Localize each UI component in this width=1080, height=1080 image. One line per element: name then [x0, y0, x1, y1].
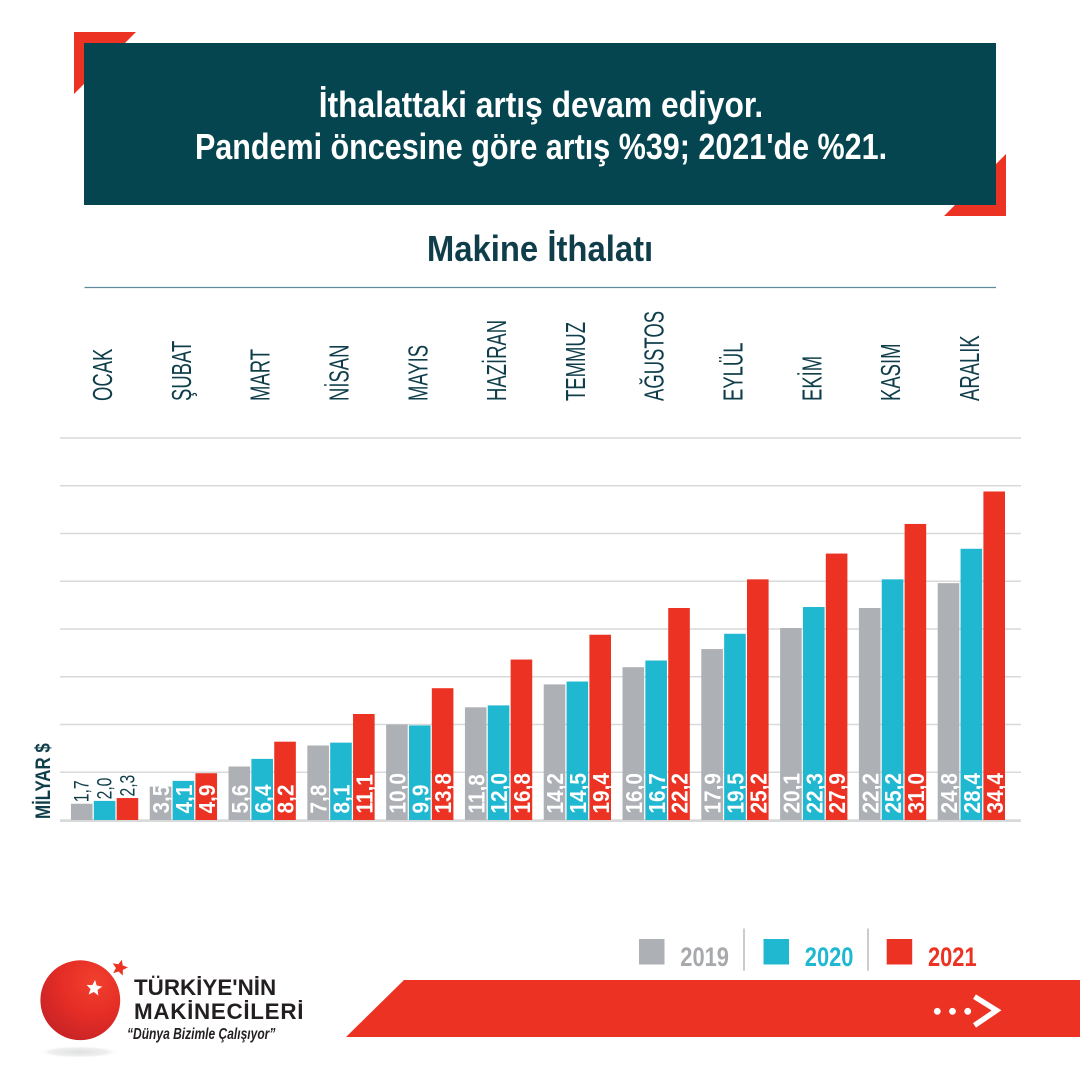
- svg-text:KASIM: KASIM: [876, 343, 907, 401]
- svg-text:MAKİNECİLERİ: MAKİNECİLERİ: [134, 999, 304, 1024]
- svg-text:ŞUBAT: ŞUBAT: [167, 341, 198, 401]
- svg-text:5,6: 5,6: [227, 785, 253, 814]
- svg-text:16,0: 16,0: [621, 773, 647, 813]
- svg-text:TÜRKİYE'NİN: TÜRKİYE'NİN: [134, 975, 276, 1000]
- svg-text:OCAK: OCAK: [88, 348, 119, 401]
- svg-text:12,0: 12,0: [486, 773, 512, 813]
- svg-text:2,0: 2,0: [92, 778, 116, 800]
- svg-text:3,5: 3,5: [148, 785, 174, 814]
- svg-text:İthalattaki artış devam ediyor: İthalattaki artış devam ediyor.: [319, 85, 763, 126]
- svg-text:HAZİRAN: HAZİRAN: [481, 320, 513, 401]
- svg-text:20,1: 20,1: [778, 773, 804, 813]
- svg-text:25,2: 25,2: [880, 773, 906, 813]
- svg-text:14,5: 14,5: [565, 773, 591, 813]
- svg-text:22,2: 22,2: [857, 773, 883, 813]
- svg-text:27,9: 27,9: [824, 773, 850, 813]
- svg-text:34,4: 34,4: [982, 772, 1008, 813]
- svg-text:4,1: 4,1: [171, 785, 197, 814]
- svg-text:28,4: 28,4: [959, 772, 985, 813]
- svg-text:ARALIK: ARALIK: [955, 335, 986, 401]
- svg-text:25,2: 25,2: [745, 773, 771, 813]
- svg-text:17,9: 17,9: [700, 773, 726, 813]
- svg-text:EKİM: EKİM: [797, 356, 829, 401]
- svg-text:4,9: 4,9: [194, 785, 220, 814]
- svg-text:6,4: 6,4: [250, 784, 276, 814]
- svg-text:NİSAN: NİSAN: [324, 345, 356, 401]
- svg-text:13,8: 13,8: [430, 773, 456, 813]
- svg-text:14,2: 14,2: [542, 773, 568, 813]
- svg-text:Makine İthalatı: Makine İthalatı: [427, 229, 653, 269]
- svg-text:2,3: 2,3: [115, 775, 139, 797]
- svg-text:MAYIS: MAYIS: [404, 345, 435, 401]
- svg-text:19,4: 19,4: [588, 772, 614, 813]
- svg-text:22,2: 22,2: [666, 773, 692, 813]
- svg-text:MİLYAR $: MİLYAR $: [30, 743, 56, 819]
- svg-text:TEMMUZ: TEMMUZ: [561, 322, 592, 401]
- svg-text:11,8: 11,8: [463, 774, 489, 813]
- svg-text:MART: MART: [246, 349, 277, 401]
- svg-text:9,9: 9,9: [407, 785, 433, 814]
- svg-text:7,8: 7,8: [306, 785, 332, 814]
- svg-text:“Dünya Bizimle Çalışıyor”: “Dünya Bizimle Çalışıyor”: [127, 1024, 275, 1042]
- svg-text:11,1: 11,1: [351, 774, 377, 813]
- svg-text:24,8: 24,8: [936, 773, 962, 813]
- svg-text:2019: 2019: [680, 943, 729, 973]
- svg-text:10,0: 10,0: [384, 773, 410, 813]
- svg-text:AĞUSTOS: AĞUSTOS: [639, 311, 671, 401]
- svg-text:16,7: 16,7: [644, 773, 670, 813]
- svg-text:1,7: 1,7: [69, 780, 93, 802]
- svg-text:31,0: 31,0: [903, 773, 929, 813]
- svg-text:2020: 2020: [805, 943, 854, 973]
- svg-text:22,3: 22,3: [801, 773, 827, 813]
- svg-text:Pandemi öncesine göre artış %3: Pandemi öncesine göre artış %39; 2021'de…: [195, 128, 887, 168]
- svg-text:16,8: 16,8: [509, 773, 535, 813]
- svg-text:2021: 2021: [928, 943, 977, 973]
- svg-text:19,5: 19,5: [722, 773, 748, 813]
- svg-text:8,2: 8,2: [272, 785, 298, 814]
- svg-text:8,1: 8,1: [328, 785, 354, 814]
- svg-text:EYLÜL: EYLÜL: [718, 342, 750, 401]
